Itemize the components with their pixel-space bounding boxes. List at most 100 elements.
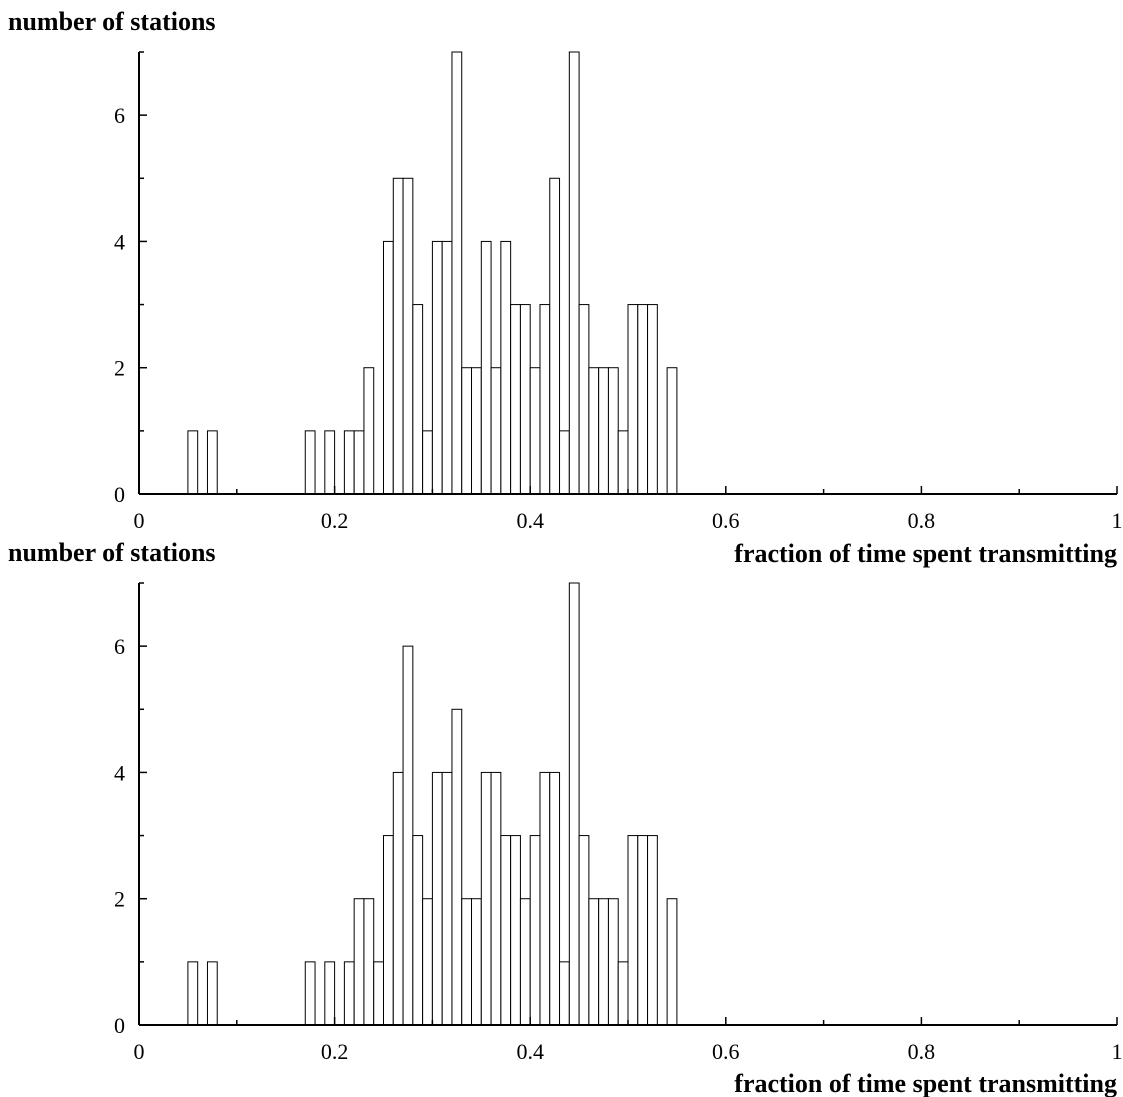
histogram-bar bbox=[413, 305, 423, 494]
histogram-bar bbox=[511, 305, 521, 494]
histogram-bar bbox=[384, 241, 394, 494]
histogram-bar bbox=[344, 431, 354, 494]
histogram-bar bbox=[667, 899, 677, 1025]
histogram-bar bbox=[354, 431, 364, 494]
histogram-bar bbox=[530, 368, 540, 494]
y-tick-label: 0 bbox=[114, 1013, 125, 1038]
histogram-bar bbox=[481, 241, 491, 494]
histogram-bar bbox=[432, 241, 442, 494]
histogram-bar bbox=[569, 52, 579, 494]
histogram-bar bbox=[608, 899, 618, 1025]
histogram-bar bbox=[207, 962, 217, 1025]
histogram-bar bbox=[618, 962, 628, 1025]
histogram-bar bbox=[384, 836, 394, 1025]
histogram-bar bbox=[325, 431, 335, 494]
y-tick-label: 6 bbox=[114, 634, 125, 659]
histogram-bar bbox=[520, 899, 530, 1025]
histogram-panel-bottom: 0 0.2 0.4 0.6 0.8 1 0 2 4 6 number of stations frac… bbox=[8, 538, 1123, 1097]
histogram-bar bbox=[462, 899, 472, 1025]
histogram-bar bbox=[560, 431, 570, 494]
histogram-bar bbox=[511, 836, 521, 1025]
histogram-bar bbox=[579, 836, 589, 1025]
x-tick-label: 0.4 bbox=[516, 1039, 544, 1064]
histogram-bar bbox=[481, 772, 491, 1025]
histogram-bar bbox=[628, 836, 638, 1025]
histogram-bar bbox=[520, 305, 530, 494]
x-tick-label: 0.8 bbox=[908, 1039, 936, 1064]
histogram-bar bbox=[550, 772, 560, 1025]
histogram-bar bbox=[374, 962, 384, 1025]
histogram-bar bbox=[423, 431, 433, 494]
histogram-bar bbox=[442, 241, 452, 494]
histogram-bar bbox=[452, 709, 462, 1025]
histogram-bar bbox=[393, 178, 403, 494]
x-tick-label: 0.8 bbox=[908, 508, 936, 533]
histogram-bar bbox=[188, 431, 198, 494]
x-axis-label: fraction of time spent transmitting bbox=[734, 1069, 1117, 1097]
histogram-bar bbox=[540, 772, 550, 1025]
x-tick-label: 0.6 bbox=[712, 508, 740, 533]
histogram-bar bbox=[599, 899, 609, 1025]
histogram-bar bbox=[667, 368, 677, 494]
histogram-bar bbox=[530, 836, 540, 1025]
histogram-bar bbox=[423, 899, 433, 1025]
x-tick-label: 0 bbox=[134, 1039, 145, 1064]
histogram-bar bbox=[393, 772, 403, 1025]
histogram-bar bbox=[442, 772, 452, 1025]
histogram-panel-top: 0 0.2 0.4 0.6 0.8 1 0 2 4 6 number of stations frac… bbox=[8, 7, 1123, 568]
histogram-bar bbox=[560, 962, 570, 1025]
histogram-bar bbox=[648, 305, 658, 494]
histogram-bar bbox=[452, 52, 462, 494]
histogram-bar bbox=[305, 962, 315, 1025]
x-tick-label: 1 bbox=[1112, 1039, 1123, 1064]
histogram-bar bbox=[413, 836, 423, 1025]
histogram-bar bbox=[501, 836, 511, 1025]
x-tick-label: 0 bbox=[134, 508, 145, 533]
y-axis-label: number of stations bbox=[8, 538, 216, 567]
y-tick-label: 2 bbox=[114, 887, 125, 912]
x-axis-label: fraction of time spent transmitting bbox=[734, 539, 1117, 568]
histogram-bar bbox=[207, 431, 217, 494]
histogram-bar bbox=[403, 178, 413, 494]
histogram-bar bbox=[579, 305, 589, 494]
histogram-bar bbox=[472, 368, 482, 494]
histogram-bar bbox=[305, 431, 315, 494]
y-tick-label: 4 bbox=[114, 760, 125, 785]
histogram-bar bbox=[599, 368, 609, 494]
x-tick-label: 0.2 bbox=[321, 1039, 349, 1064]
histogram-bar bbox=[462, 368, 472, 494]
histogram-bar bbox=[354, 899, 364, 1025]
histogram-bar bbox=[325, 962, 335, 1025]
histogram-bar bbox=[550, 178, 560, 494]
histogram-bar bbox=[432, 772, 442, 1025]
histogram-bar bbox=[638, 305, 648, 494]
histogram-bar bbox=[472, 899, 482, 1025]
histogram-bar bbox=[618, 431, 628, 494]
histogram-bar bbox=[589, 899, 599, 1025]
histogram-bar bbox=[491, 368, 501, 494]
histogram-bar bbox=[628, 305, 638, 494]
y-axis-label: number of stations bbox=[8, 7, 216, 36]
histogram-bar bbox=[364, 899, 374, 1025]
x-tick-label: 1 bbox=[1112, 508, 1123, 533]
histogram-bar bbox=[501, 241, 511, 494]
y-tick-label: 0 bbox=[114, 482, 125, 507]
x-tick-label: 0.6 bbox=[712, 1039, 740, 1064]
histogram-bar bbox=[589, 368, 599, 494]
x-tick-label: 0.2 bbox=[321, 508, 349, 533]
y-tick-label: 2 bbox=[114, 356, 125, 381]
y-tick-label: 4 bbox=[114, 229, 125, 254]
x-tick-label: 0.4 bbox=[516, 508, 544, 533]
histogram-bar bbox=[648, 836, 658, 1025]
histogram-bar bbox=[569, 583, 579, 1025]
histogram-bar bbox=[344, 962, 354, 1025]
histogram-bar bbox=[188, 962, 198, 1025]
histogram-bar bbox=[608, 368, 618, 494]
histogram-bar bbox=[364, 368, 374, 494]
y-tick-label: 6 bbox=[114, 103, 125, 128]
histogram-bar bbox=[491, 772, 501, 1025]
histogram-bar bbox=[540, 305, 550, 494]
histogram-bar bbox=[403, 646, 413, 1025]
histogram-bar bbox=[638, 836, 648, 1025]
